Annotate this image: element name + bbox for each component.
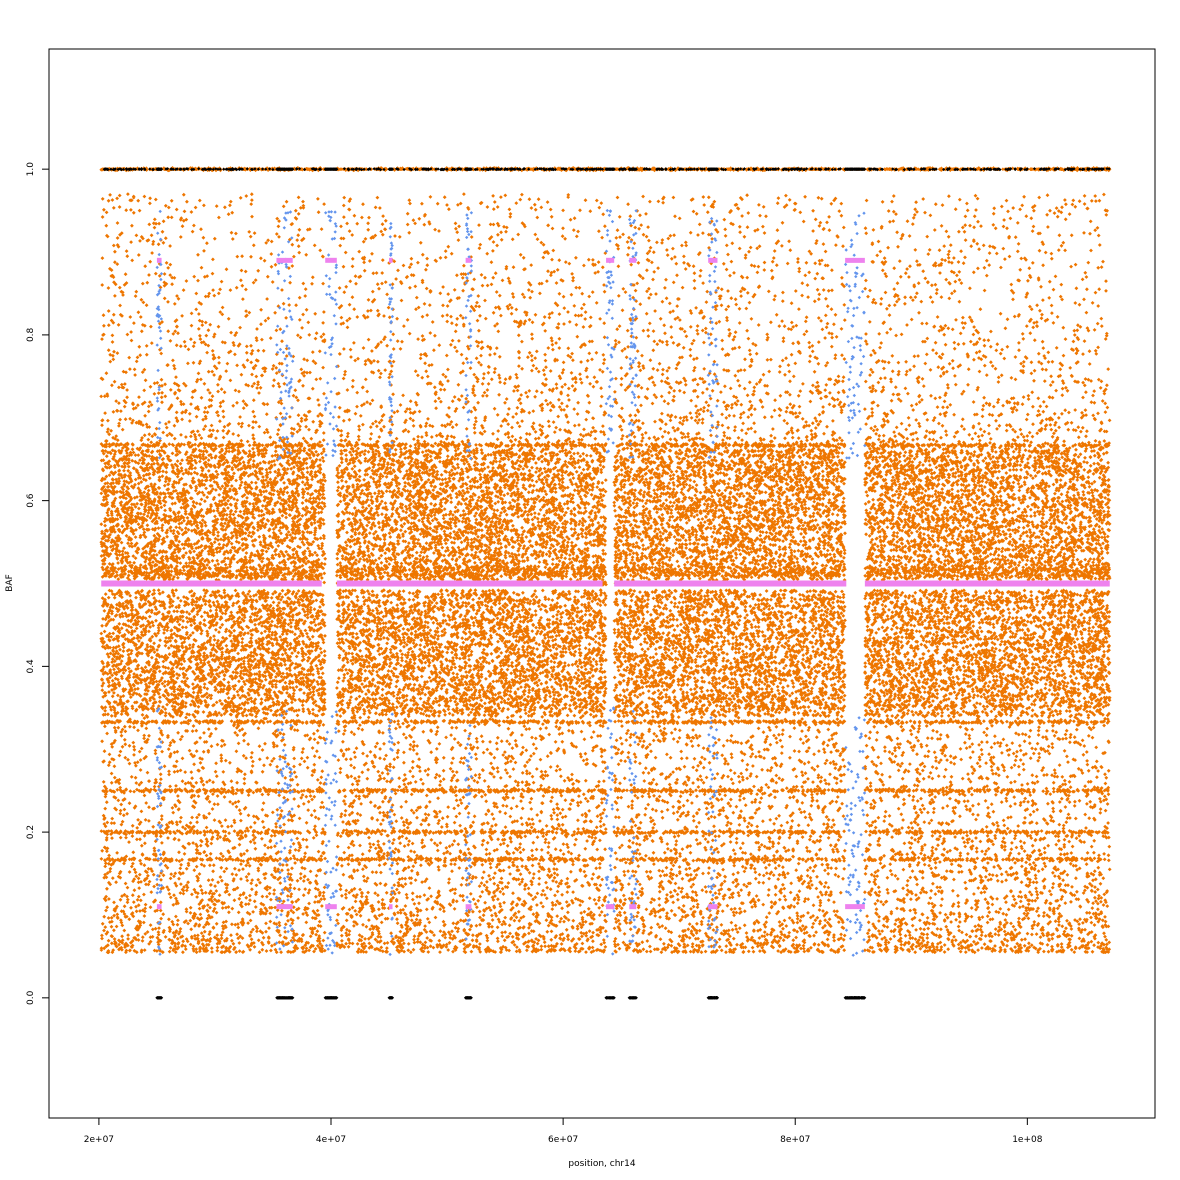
x-tick-label: 4e+07 [316,1135,346,1145]
y-tick-label: 0.0 [26,990,36,1005]
x-axis-label: position, chr14 [568,1159,635,1169]
y-tick-label: 0.6 [26,493,36,508]
snp-points-orange [99,166,1112,955]
y-axis-label: BAF [5,574,15,592]
x-tick-label: 2e+07 [84,1135,114,1145]
segments-layer [101,257,1110,910]
x-tick-label: 1e+08 [1012,1135,1043,1145]
y-tick-label: 0.2 [26,825,36,839]
points-layer [99,166,1112,1000]
x-axis: 2e+07 4e+07 6e+07 8e+07 1e+08 [84,1117,1043,1145]
y-tick-label: 0.4 [26,659,36,674]
y-tick-label: 1.0 [26,162,36,177]
x-tick-label: 6e+07 [548,1135,578,1145]
x-tick-label: 8e+07 [780,1135,810,1145]
y-tick-label: 0.8 [26,327,36,342]
y-axis: 0.0 0.2 0.4 0.6 0.8 1.0 [26,162,50,1005]
